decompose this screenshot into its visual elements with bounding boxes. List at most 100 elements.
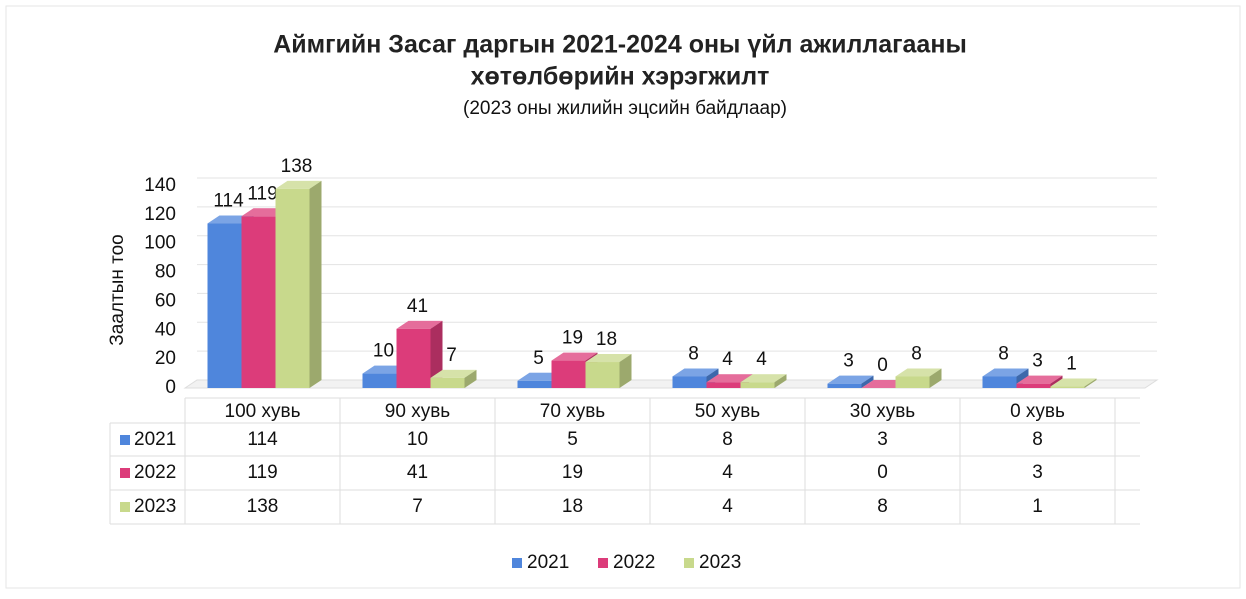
bar-top: [827, 375, 874, 384]
bar-front: [585, 362, 620, 388]
table-cell: 4: [722, 496, 733, 517]
bar-side-shade: [774, 374, 787, 388]
legend-key: [684, 558, 694, 568]
bar-top: [275, 180, 322, 189]
x-tick-label: 90 хувь: [385, 401, 451, 422]
data-label: 4: [756, 349, 767, 370]
data-label: 10: [373, 341, 394, 362]
bar: [827, 375, 874, 388]
data-label: 3: [1032, 351, 1043, 372]
bar: [1016, 375, 1063, 388]
y-tick-label: 20: [155, 348, 176, 369]
bar-side-shade: [464, 369, 477, 388]
legend-label: 2021: [527, 552, 569, 573]
bar-front: [396, 328, 431, 388]
chart-frame: [5, 5, 1241, 589]
bar-top-shade: [706, 374, 753, 383]
bar-top-shade: [275, 180, 322, 189]
bar-side: [774, 374, 787, 388]
legend-key: [512, 558, 522, 568]
bar-top: [672, 368, 719, 377]
y-tick-label: 80: [155, 262, 176, 283]
bar-side: [464, 369, 477, 388]
table-cell: 10: [407, 429, 428, 450]
x-tick-label: 0 хувь: [1010, 401, 1065, 422]
data-label: 1: [1066, 354, 1077, 375]
bar-front: [362, 373, 397, 388]
bar-top: [430, 369, 477, 378]
bar-side: [861, 375, 874, 388]
table-cell: 3: [877, 429, 888, 450]
x-tick-label: 50 хувь: [695, 401, 761, 422]
data-label: 18: [596, 329, 617, 350]
bar-side: [929, 368, 942, 388]
bar-top-shade: [827, 375, 874, 384]
bar-top-shade: [585, 354, 632, 363]
bar-top: [895, 368, 942, 377]
bar-top-shade: [430, 369, 477, 378]
table-series-name: 2022: [134, 462, 176, 483]
y-tick-label: 120: [144, 204, 176, 225]
bar-top-shade: [1016, 375, 1063, 384]
bar-side: [309, 180, 322, 388]
y-tick-label: 140: [144, 175, 176, 196]
data-label: 5: [533, 348, 544, 369]
bar-side-shade: [430, 320, 443, 388]
chart-subtitle: (2023 оны жилийн эцсийн байдлаар): [463, 98, 787, 119]
bar: [430, 369, 477, 388]
bar-front: [740, 382, 775, 388]
bar-top-shade: [672, 368, 719, 377]
data-label: 3: [843, 351, 854, 372]
table-series-name: 2023: [134, 496, 176, 517]
bar-front: [982, 376, 1017, 388]
bar-side: [430, 320, 443, 388]
bar-top-shade: [895, 368, 942, 377]
data-label: 114: [213, 191, 244, 212]
bar-front: [241, 216, 276, 388]
table-cell: 7: [412, 496, 423, 517]
table-cell: 4: [722, 462, 733, 483]
bar-top: [1050, 378, 1097, 387]
data-label: 4: [722, 349, 733, 370]
bar-top: [396, 320, 443, 329]
table-cell: 8: [1032, 429, 1043, 450]
table-cell: 114: [247, 429, 278, 450]
bar-front: [551, 360, 586, 388]
bar-front: [430, 377, 465, 388]
bar: [275, 180, 322, 388]
data-label: 7: [446, 345, 457, 366]
data-label: 41: [407, 296, 428, 317]
table-cell: 0: [877, 462, 888, 483]
y-tick-label: 60: [155, 290, 176, 311]
bar-front: [207, 223, 242, 388]
table-legend-key: [120, 502, 130, 512]
y-tick-label: 100: [144, 233, 176, 254]
data-label: 138: [281, 156, 313, 177]
bar-front: [895, 376, 930, 388]
bar-front: [672, 376, 707, 388]
bar-top-shade: [1050, 378, 1097, 387]
data-label: 8: [688, 343, 699, 364]
table-cell: 8: [722, 429, 733, 450]
chart-title: хөтөлбөрийн хэрэгжилт: [471, 63, 770, 91]
bar: [1050, 378, 1097, 388]
bar: [895, 368, 942, 388]
legend-label: 2023: [699, 552, 741, 573]
bar-front: [275, 188, 310, 388]
bar-side-shade: [929, 368, 942, 388]
bar-side: [1084, 378, 1097, 388]
data-label: 0: [877, 355, 888, 376]
bar-top-shade: [396, 320, 443, 329]
bar: [585, 354, 632, 388]
table-cell: 8: [877, 496, 888, 517]
bar-side-shade: [619, 354, 632, 388]
table-legend-key: [120, 435, 130, 445]
bar-top-shade: [740, 374, 787, 383]
data-label: 19: [562, 328, 583, 349]
table-cell: 18: [562, 496, 583, 517]
x-tick-label: 30 хувь: [850, 401, 916, 422]
table-cell: 1: [1032, 496, 1043, 517]
table-series-name: 2021: [134, 429, 176, 450]
bar-top-shade: [982, 368, 1029, 377]
